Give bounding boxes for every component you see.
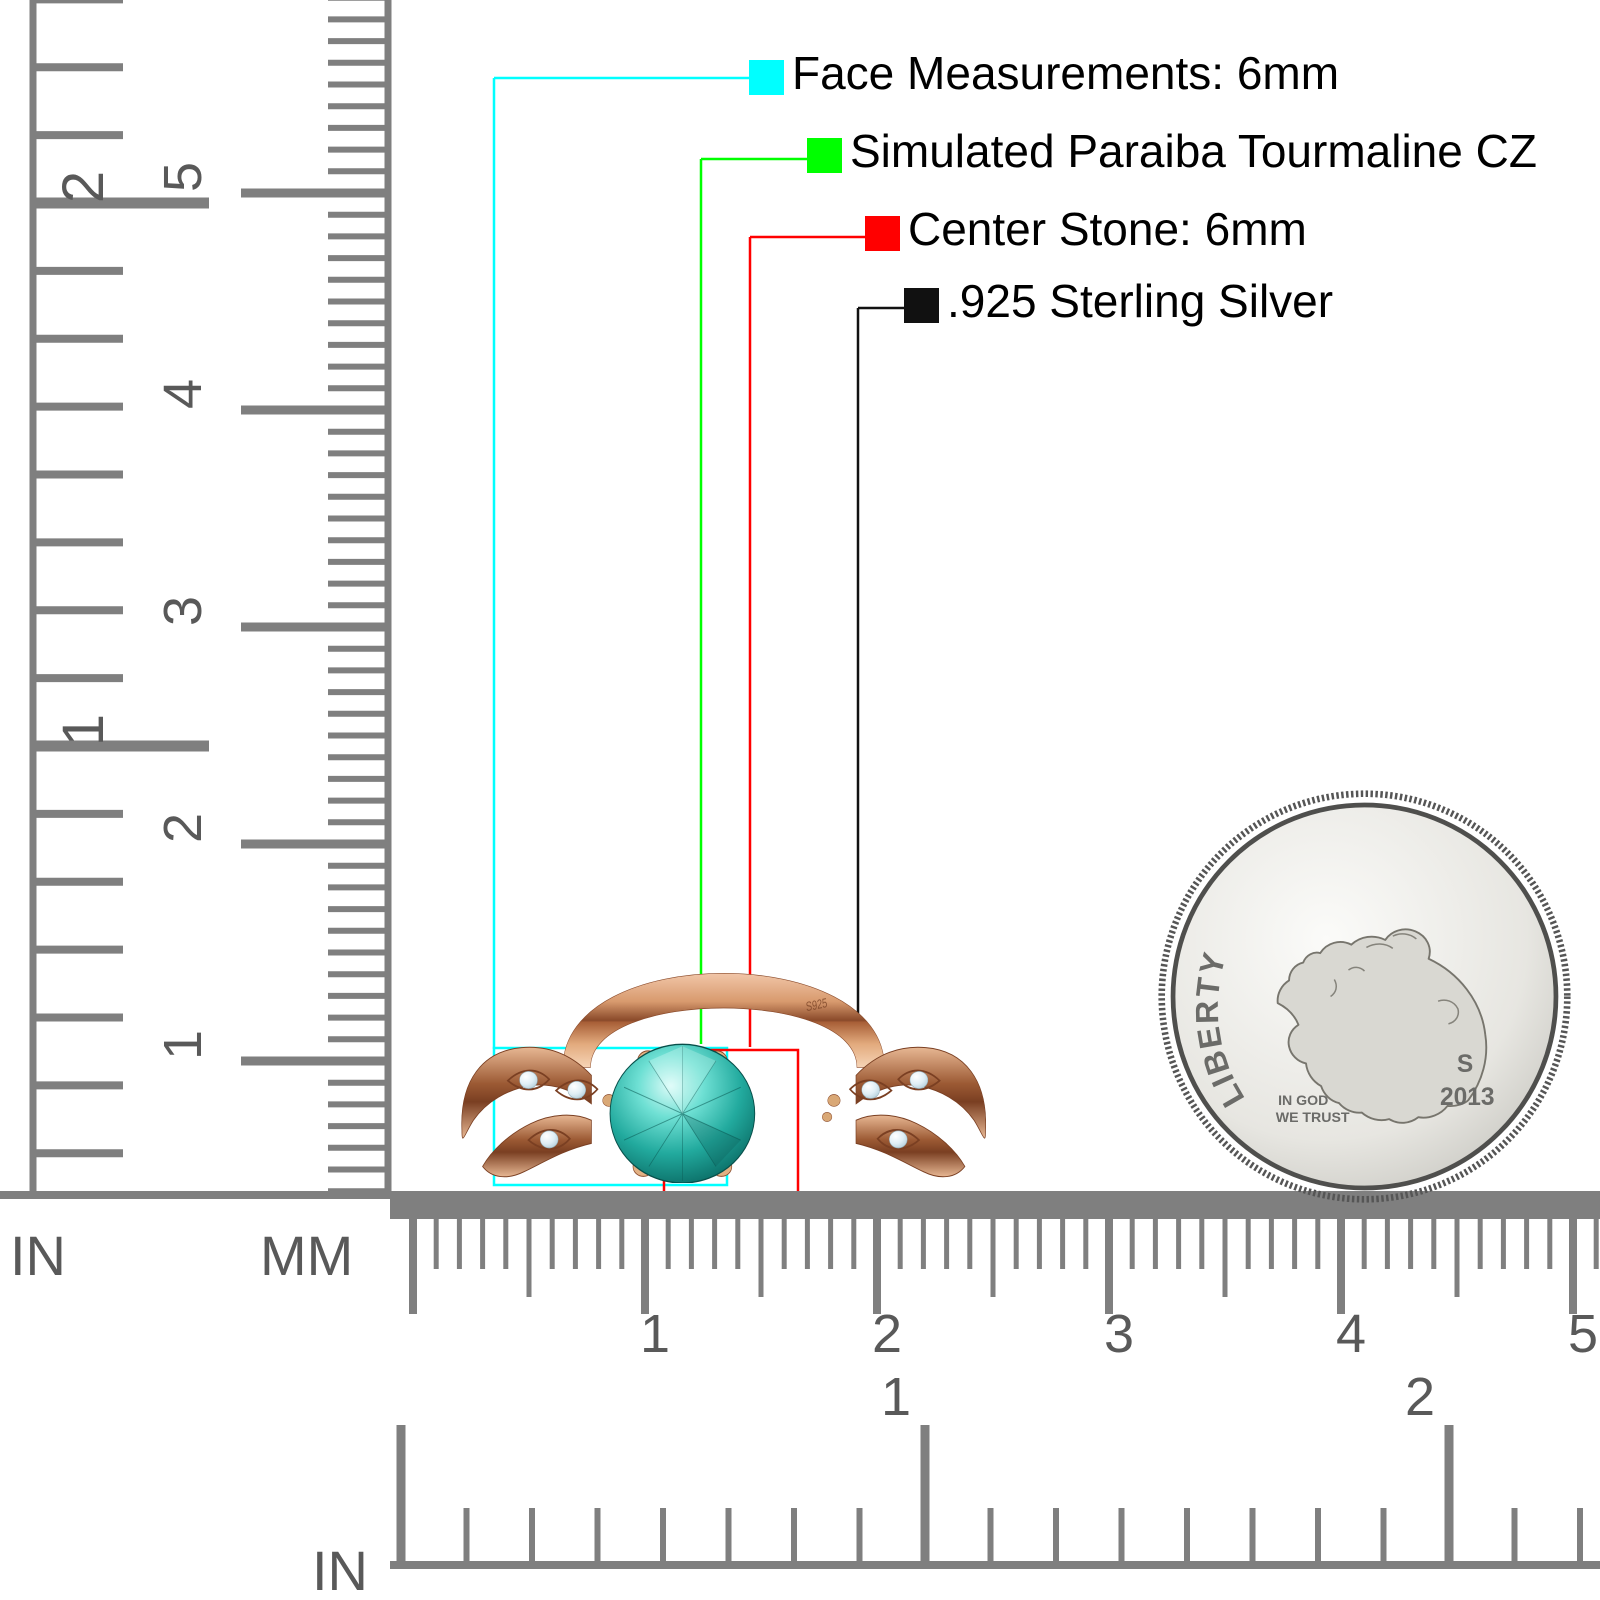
svg-text:1: 1 bbox=[881, 1367, 911, 1427]
svg-text:3: 3 bbox=[153, 596, 213, 626]
svg-text:IN: IN bbox=[312, 1539, 368, 1600]
svg-text:S: S bbox=[1457, 1051, 1473, 1078]
svg-text:.925 Sterling Silver: .925 Sterling Silver bbox=[947, 275, 1333, 327]
svg-text:WE TRUST: WE TRUST bbox=[1276, 1109, 1350, 1125]
svg-text:2: 2 bbox=[51, 171, 116, 203]
svg-text:MM: MM bbox=[260, 1224, 353, 1287]
svg-text:IN: IN bbox=[10, 1224, 66, 1287]
svg-text:1: 1 bbox=[51, 714, 116, 746]
svg-text:Center Stone: 6mm: Center Stone: 6mm bbox=[908, 203, 1307, 255]
svg-text:4: 4 bbox=[1336, 1304, 1366, 1364]
svg-text:IN GOD: IN GOD bbox=[1278, 1092, 1328, 1108]
svg-text:1: 1 bbox=[640, 1304, 670, 1364]
svg-text:4: 4 bbox=[153, 379, 213, 409]
svg-text:Face Measurements: 6mm: Face Measurements: 6mm bbox=[792, 47, 1339, 99]
svg-text:1: 1 bbox=[153, 1030, 213, 1060]
svg-text:Simulated Paraiba Tourmaline C: Simulated Paraiba Tourmaline CZ bbox=[850, 125, 1537, 177]
svg-text:2: 2 bbox=[153, 813, 213, 843]
svg-text:5: 5 bbox=[153, 162, 213, 192]
svg-text:5: 5 bbox=[1568, 1304, 1598, 1364]
svg-text:3: 3 bbox=[1104, 1304, 1134, 1364]
svg-text:2013: 2013 bbox=[1440, 1084, 1495, 1111]
svg-text:2: 2 bbox=[872, 1304, 902, 1364]
svg-text:2: 2 bbox=[1405, 1367, 1435, 1427]
